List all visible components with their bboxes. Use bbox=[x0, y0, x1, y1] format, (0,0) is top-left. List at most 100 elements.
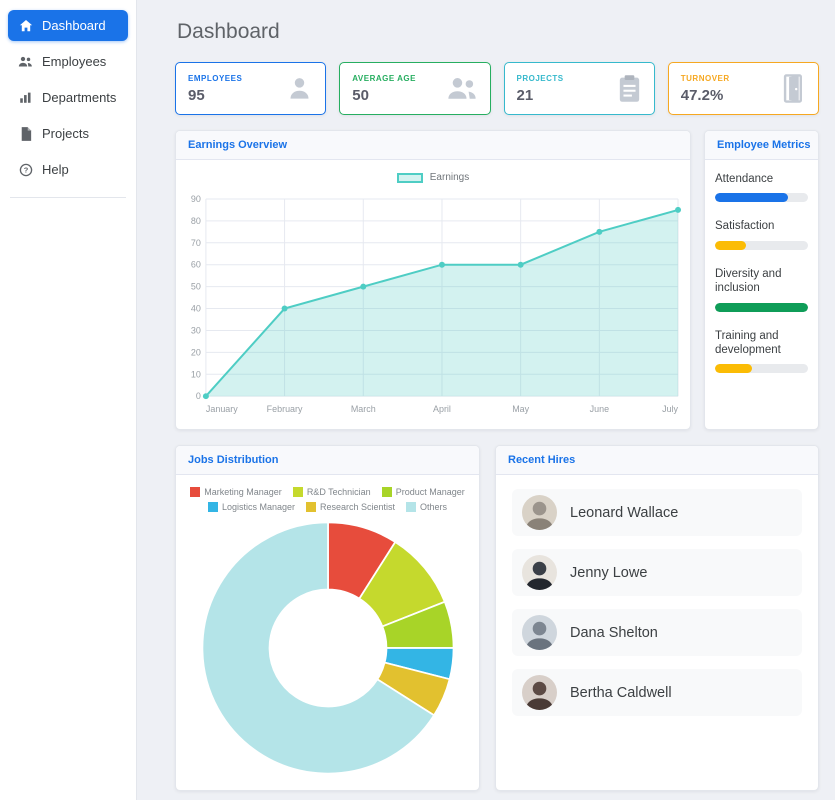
stat-label: PROJECTS bbox=[516, 73, 564, 83]
card-title: Earnings Overview bbox=[176, 131, 690, 160]
sidebar-item-label: Dashboard bbox=[42, 18, 106, 33]
stat-label: EMPLOYEES bbox=[188, 73, 243, 83]
legend-item: Product Manager bbox=[381, 487, 465, 497]
svg-text:June: June bbox=[590, 404, 609, 414]
charts-row: Earnings Overview Earnings 0 10 20 30 40 50 60… bbox=[175, 130, 819, 430]
earnings-overview-card: Earnings Overview Earnings 0 10 20 30 40 50 60… bbox=[175, 130, 691, 430]
svg-text:70: 70 bbox=[191, 238, 201, 248]
card-title: Jobs Distribution bbox=[176, 446, 479, 475]
hire-name: Jenny Lowe bbox=[570, 564, 648, 581]
hire-name: Leonard Wallace bbox=[570, 504, 679, 521]
people-icon bbox=[446, 76, 478, 101]
list-item[interactable]: Dana Shelton bbox=[512, 609, 802, 656]
sidebar-item-label: Help bbox=[42, 162, 69, 177]
earnings-legend: Earnings bbox=[176, 160, 690, 187]
legend-item: R&D Technician bbox=[292, 487, 371, 497]
legend-swatch bbox=[406, 502, 417, 512]
earnings-legend-label: Earnings bbox=[429, 172, 470, 183]
svg-text:90: 90 bbox=[191, 194, 201, 204]
metric-label: Training and development bbox=[715, 329, 781, 356]
stat-value: 47.2% bbox=[680, 86, 724, 104]
recent-hires-card: Recent Hires Leonard Wallace Jenny Lowe bbox=[495, 445, 819, 791]
legend-item: Logistics Manager bbox=[207, 502, 295, 512]
metric-satisfaction: Satisfaction bbox=[715, 219, 808, 250]
door-icon bbox=[783, 74, 806, 103]
stat-label: AVERAGE AGE bbox=[352, 73, 416, 83]
svg-text:?: ? bbox=[23, 165, 28, 174]
progress-bar bbox=[715, 240, 808, 250]
sidebar-item-projects[interactable]: Projects bbox=[8, 118, 128, 149]
svg-text:20: 20 bbox=[191, 347, 201, 357]
stat-value: 50 bbox=[352, 86, 369, 104]
progress-bar bbox=[715, 193, 808, 203]
hire-name: Dana Shelton bbox=[570, 624, 658, 641]
stat-card-average-age: AVERAGE AGE 50 bbox=[339, 62, 491, 115]
sidebar-item-employees[interactable]: Employees bbox=[8, 46, 128, 77]
stat-value: 95 bbox=[188, 86, 205, 104]
sidebar-item-help[interactable]: ? Help bbox=[8, 154, 128, 185]
metric-attendance: Attendance bbox=[715, 172, 808, 203]
hire-name: Bertha Caldwell bbox=[570, 684, 672, 701]
svg-text:10: 10 bbox=[191, 369, 201, 379]
legend-swatch bbox=[207, 502, 218, 512]
svg-text:July: July bbox=[662, 404, 678, 414]
sidebar-item-label: Projects bbox=[42, 126, 89, 141]
progress-bar bbox=[715, 302, 808, 312]
main-content: Dashboard EMPLOYEES 95 AVERAGE AGE 50 bbox=[137, 0, 835, 800]
svg-text:80: 80 bbox=[191, 216, 201, 226]
avatar bbox=[522, 555, 557, 590]
svg-text:40: 40 bbox=[191, 304, 201, 314]
svg-text:May: May bbox=[512, 404, 529, 414]
stat-label: TURNOVER bbox=[680, 73, 730, 83]
avatar bbox=[522, 615, 557, 650]
clipboard-icon bbox=[617, 74, 642, 103]
svg-text:April: April bbox=[433, 404, 451, 414]
list-item[interactable]: Bertha Caldwell bbox=[512, 669, 802, 716]
help-icon: ? bbox=[18, 163, 33, 177]
legend-swatch bbox=[305, 502, 316, 512]
avatar bbox=[522, 495, 557, 530]
sidebar-item-label: Departments bbox=[42, 90, 117, 105]
sidebar-divider bbox=[10, 197, 126, 198]
avatar bbox=[522, 675, 557, 710]
metric-training: Training and development bbox=[715, 329, 808, 374]
people-icon bbox=[18, 55, 33, 68]
sidebar-item-label: Employees bbox=[42, 54, 107, 69]
stat-card-turnover: TURNOVER 47.2% bbox=[667, 62, 819, 115]
metric-label: Satisfaction bbox=[715, 220, 775, 233]
sidebar-item-dashboard[interactable]: Dashboard bbox=[8, 10, 128, 41]
home-icon bbox=[18, 19, 33, 33]
sidebar: Dashboard Employees Departments Projects… bbox=[0, 0, 137, 800]
stat-value: 21 bbox=[516, 86, 534, 104]
legend-item: Research Scientist bbox=[305, 502, 395, 512]
progress-bar bbox=[715, 364, 808, 374]
earnings-line-chart[interactable]: 0 10 20 30 40 50 60 70 80 90 January February March A… bbox=[176, 189, 690, 420]
person-icon bbox=[286, 75, 313, 102]
bar-chart-icon bbox=[18, 91, 33, 104]
employee-metrics-card: Employee Metrics Attendance Satisfaction… bbox=[704, 130, 819, 430]
svg-text:50: 50 bbox=[191, 282, 201, 292]
donut-wrap bbox=[176, 519, 479, 777]
jobs-distribution-card: Jobs Distribution Marketing Manager R&D … bbox=[175, 445, 480, 791]
svg-text:February: February bbox=[267, 404, 303, 414]
stat-card-employees: EMPLOYEES 95 bbox=[175, 62, 327, 115]
card-title: Employee Metrics bbox=[705, 131, 818, 160]
earnings-legend-swatch bbox=[396, 172, 423, 183]
legend-item: Marketing Manager bbox=[190, 487, 282, 497]
card-title: Recent Hires bbox=[496, 446, 818, 475]
list-item[interactable]: Leonard Wallace bbox=[512, 489, 802, 536]
bottom-row: Jobs Distribution Marketing Manager R&D … bbox=[175, 445, 819, 791]
svg-text:0: 0 bbox=[196, 391, 201, 401]
jobs-legend: Marketing Manager R&D Technician Product… bbox=[176, 475, 479, 519]
jobs-donut-chart[interactable] bbox=[199, 519, 457, 777]
metric-diversity: Diversity and inclusion bbox=[715, 267, 808, 312]
legend-swatch bbox=[190, 487, 201, 497]
legend-swatch bbox=[381, 487, 392, 497]
list-item[interactable]: Jenny Lowe bbox=[512, 549, 802, 596]
metric-label: Attendance bbox=[715, 173, 774, 185]
sidebar-item-departments[interactable]: Departments bbox=[8, 82, 128, 113]
metric-label: Diversity and inclusion bbox=[715, 267, 782, 295]
svg-text:60: 60 bbox=[191, 260, 201, 270]
svg-text:30: 30 bbox=[191, 325, 201, 335]
